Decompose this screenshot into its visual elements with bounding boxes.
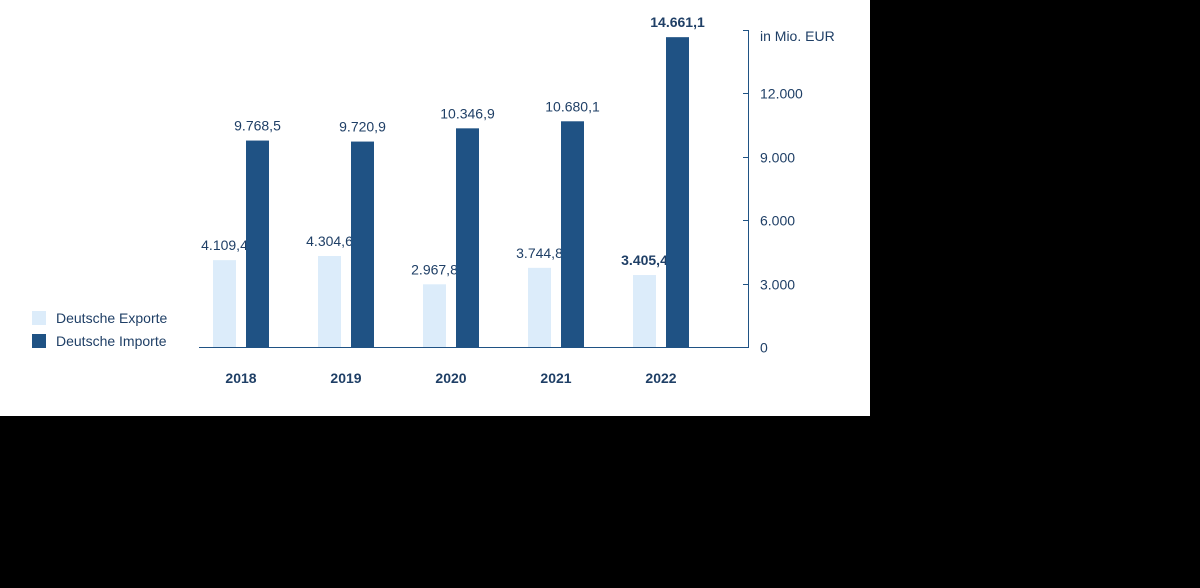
bar-imports [246, 140, 269, 347]
legend-label-imports: Deutsche Importe [56, 332, 167, 349]
bar-exports [633, 275, 656, 347]
data-label-imports: 14.661,1 [650, 14, 705, 30]
data-label-imports: 9.768,5 [234, 118, 281, 134]
chart-panel: 0 3.000 6.000 9.000 12.000 in Mio. EUR 4.109,4… [0, 0, 870, 416]
legend: Deutsche Exporte Deutsche Importe [32, 306, 167, 352]
data-label-exports: 4.109,4 [201, 237, 248, 253]
y-tick-label: 3.000 [760, 277, 795, 293]
x-tick-label: 2020 [435, 370, 466, 386]
bar-imports [456, 128, 479, 347]
x-tick-label: 2018 [225, 370, 256, 386]
y-tick-label: 9.000 [760, 150, 795, 166]
data-label-imports: 9.720,9 [339, 119, 386, 135]
bar-imports [561, 121, 584, 347]
y-axis-unit-label: in Mio. EUR [760, 28, 835, 44]
bar-exports [318, 256, 341, 347]
legend-swatch-exports [32, 310, 46, 325]
data-label-exports: 3.744,8 [516, 245, 563, 261]
bar-exports [423, 284, 446, 347]
bar-imports [351, 141, 374, 347]
bar-imports [666, 37, 689, 348]
x-tick-label: 2021 [540, 370, 571, 386]
data-label-exports: 3.405,4 [621, 252, 668, 268]
bar-chart: 0 3.000 6.000 9.000 12.000 in Mio. EUR 4.109,4… [199, 14, 835, 386]
legend-label-exports: Deutsche Exporte [56, 309, 168, 326]
bar-exports [528, 267, 551, 347]
y-tick-label: 6.000 [760, 213, 795, 229]
data-label-imports: 10.680,1 [545, 98, 600, 114]
data-label-exports: 2.967,8 [411, 261, 458, 277]
legend-swatch-imports [32, 333, 46, 348]
legend-item-imports: Deutsche Importe [32, 329, 167, 352]
bar-exports [213, 260, 236, 347]
x-tick-label: 2019 [330, 370, 361, 386]
legend-item-exports: Deutsche Exporte [32, 306, 167, 329]
y-tick-label: 0 [760, 340, 768, 356]
data-label-imports: 10.346,9 [440, 105, 495, 121]
data-label-exports: 4.304,6 [306, 233, 353, 249]
x-tick-label: 2022 [645, 370, 676, 386]
y-tick-label: 12.000 [760, 86, 803, 102]
